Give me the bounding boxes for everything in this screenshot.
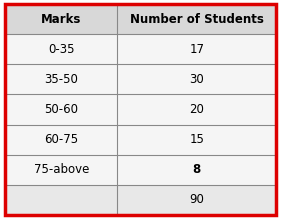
Text: Number of Students: Number of Students xyxy=(130,12,264,26)
Text: 20: 20 xyxy=(189,103,204,116)
Text: 30: 30 xyxy=(189,73,204,86)
Bar xyxy=(5,185,276,215)
Text: Marks: Marks xyxy=(41,12,81,26)
Text: 8: 8 xyxy=(192,163,201,176)
Text: 50-60: 50-60 xyxy=(44,103,78,116)
Text: 90: 90 xyxy=(189,193,204,207)
Text: 0-35: 0-35 xyxy=(48,43,74,56)
Text: 35-50: 35-50 xyxy=(44,73,78,86)
Bar xyxy=(5,4,276,34)
Text: 17: 17 xyxy=(189,43,204,56)
Text: 60-75: 60-75 xyxy=(44,133,78,146)
Text: 75-above: 75-above xyxy=(33,163,89,176)
Text: 15: 15 xyxy=(189,133,204,146)
